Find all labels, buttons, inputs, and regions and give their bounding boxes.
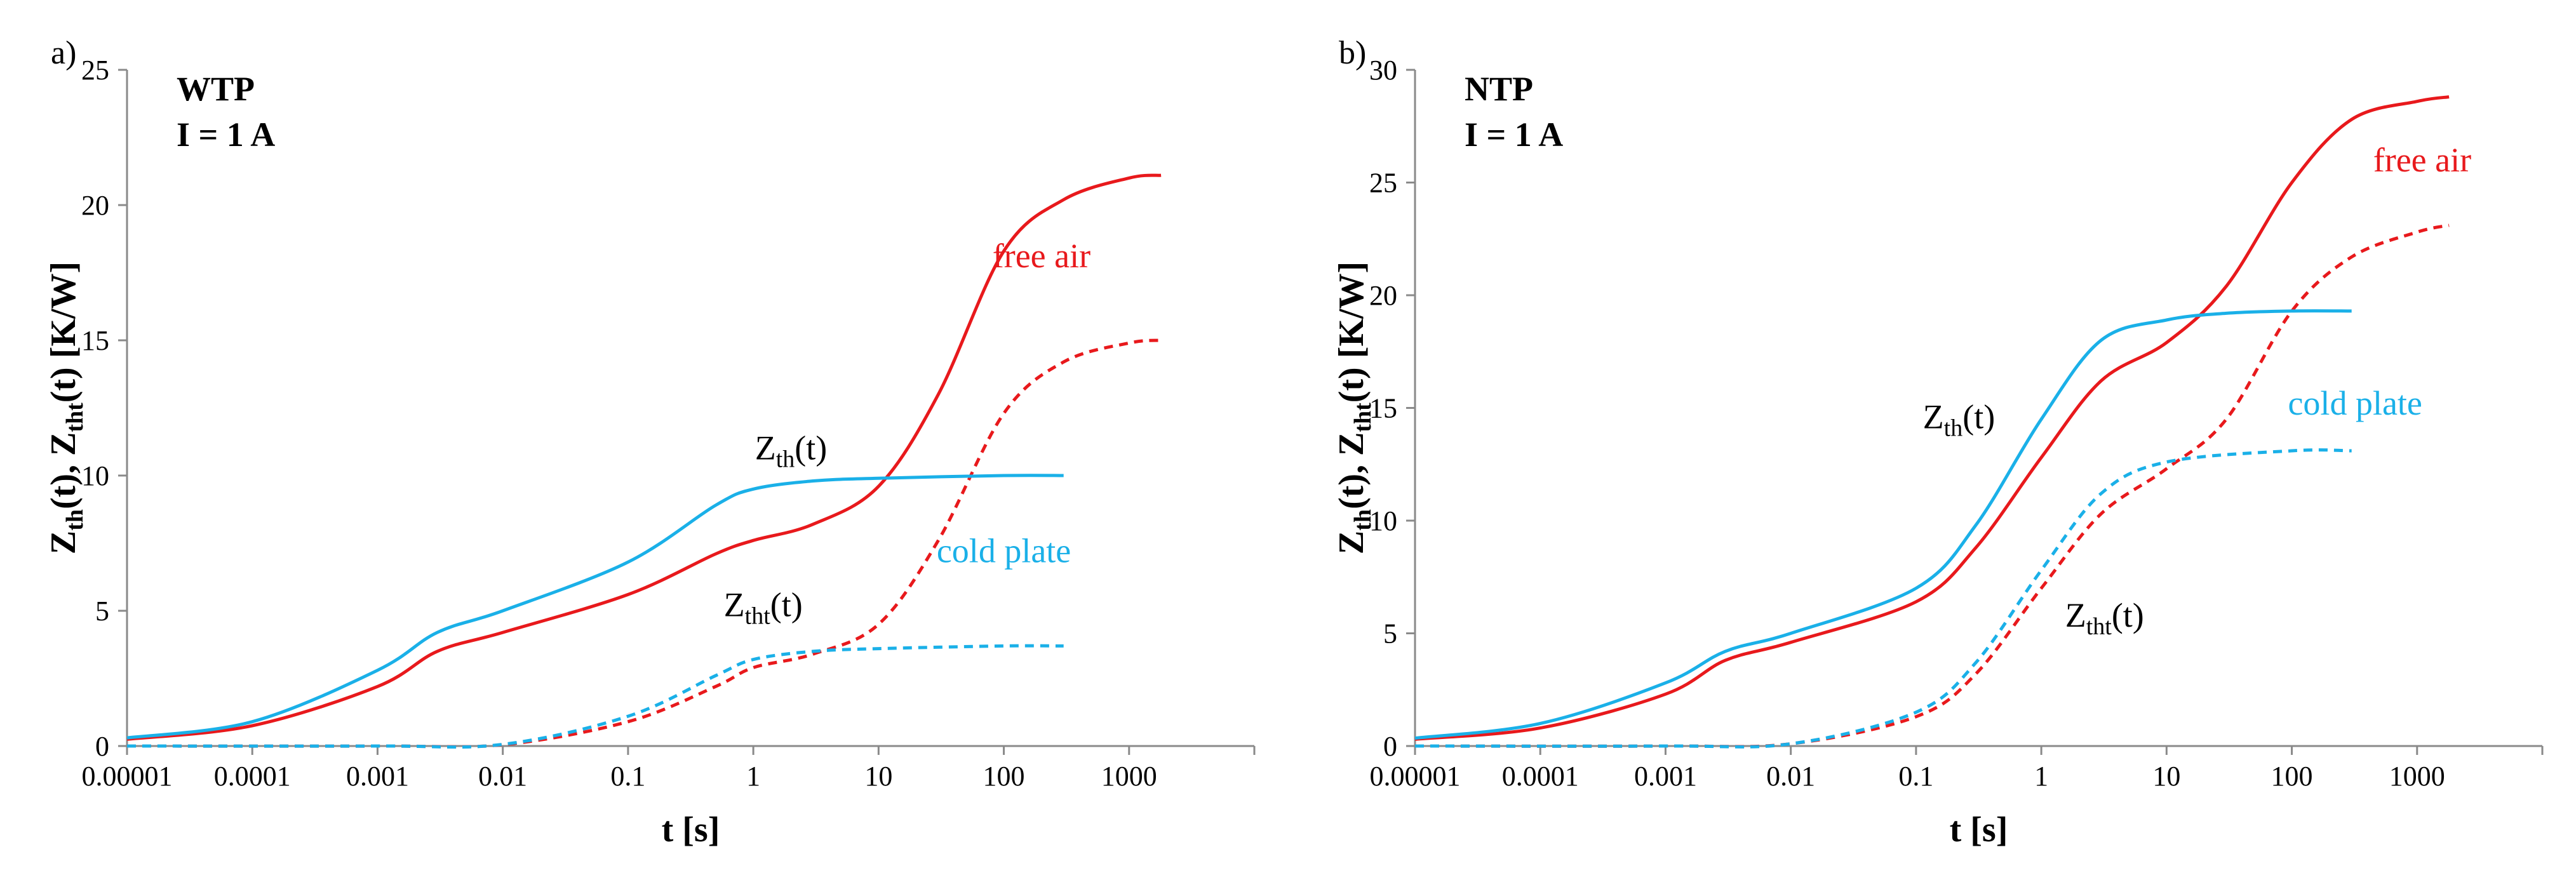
series-line — [126, 644, 1064, 749]
x-tick-label: 0.1 — [610, 761, 645, 792]
series-line — [1414, 95, 2450, 741]
y-tick-label: 10 — [81, 460, 109, 491]
x-tick-label: 0.01 — [1766, 761, 1815, 792]
x-tick-label: 0.001 — [346, 761, 409, 792]
x-tick-label: 0.0001 — [1502, 761, 1579, 792]
x-tick-label: 1000 — [1101, 761, 1157, 792]
x-tick-label: 1000 — [2389, 761, 2445, 792]
annotation-label: Ztht(t) — [2065, 596, 2144, 640]
chart-title: WTP — [177, 70, 255, 108]
series-line — [1414, 448, 2352, 749]
series-line — [1414, 309, 2352, 740]
panel-label: a) — [51, 35, 76, 71]
x-tick-label: 10 — [2152, 761, 2180, 792]
y-tick-label: 15 — [81, 325, 109, 356]
series-line — [1414, 223, 2450, 749]
chart-subtitle: I = 1 A — [177, 116, 275, 154]
y-tick-label: 20 — [1369, 280, 1397, 311]
x-tick-label: 1 — [746, 761, 760, 792]
y-tick-label: 25 — [1369, 168, 1397, 199]
series-line — [126, 173, 1162, 741]
chart-title: NTP — [1465, 70, 1533, 108]
y-tick-label: 5 — [95, 596, 109, 627]
annotation-label: Zth(t) — [1923, 397, 1996, 441]
x-tick-label: 0.001 — [1634, 761, 1697, 792]
series-line — [126, 474, 1064, 740]
x-tick-label: 0.00001 — [82, 761, 173, 792]
x-tick-label: 100 — [983, 761, 1025, 792]
y-axis-label: Zth(t), Ztht(t) [K/W] — [1332, 262, 1376, 554]
y-tick-label: 15 — [1369, 393, 1397, 424]
y-tick-label: 20 — [81, 190, 109, 221]
y-tick-label: 0 — [95, 731, 109, 762]
x-axis-label: t [s] — [662, 810, 720, 850]
y-tick-label: 25 — [81, 55, 109, 86]
y-axis-label: Zth(t), Ztht(t) [K/W] — [44, 262, 88, 554]
annotation-label: Zth(t) — [755, 429, 828, 472]
y-tick-label: 10 — [1369, 505, 1397, 536]
y-tick-label: 0 — [1383, 731, 1397, 762]
panel-label: b) — [1339, 35, 1366, 71]
x-tick-label: 1 — [2034, 761, 2048, 792]
y-tick-label: 5 — [1383, 618, 1397, 650]
annotation-label: cold plate — [937, 531, 1071, 570]
chart-subtitle: I = 1 A — [1465, 116, 1563, 154]
chart-a-svg: 0 5 10 15 20 25 0.00001 0.0001 0.001 0.01 0.1 1 10 10… — [44, 35, 1256, 850]
annotation-label: free air — [993, 237, 1090, 275]
chart-panel-b: 0 5 10 15 20 25 30 0.00001 0.0001 0.001 0.01 0.1 1 10… — [1288, 0, 2576, 873]
chart-panel-a: 0 5 10 15 20 25 0.00001 0.0001 0.001 0.01 0.1 1 10 10… — [44, 35, 1256, 850]
x-tick-label: 0.01 — [478, 761, 527, 792]
annotation-label: Ztht(t) — [724, 586, 803, 630]
x-tick-label: 0.1 — [1898, 761, 1933, 792]
y-tick-label: 30 — [1369, 55, 1397, 86]
x-tick-label: 10 — [864, 761, 892, 792]
annotation-label: free air — [2373, 141, 2471, 179]
x-tick-label: 0.0001 — [214, 761, 291, 792]
x-tick-label: 0.00001 — [1370, 761, 1461, 792]
annotation-label: cold plate — [2288, 384, 2422, 422]
x-tick-label: 100 — [2271, 761, 2313, 792]
x-axis-label: t [s] — [1950, 810, 2008, 850]
chart-b-svg: 0 5 10 15 20 25 30 0.00001 0.0001 0.001 0.01 0.1 1 10… — [1332, 35, 2544, 850]
